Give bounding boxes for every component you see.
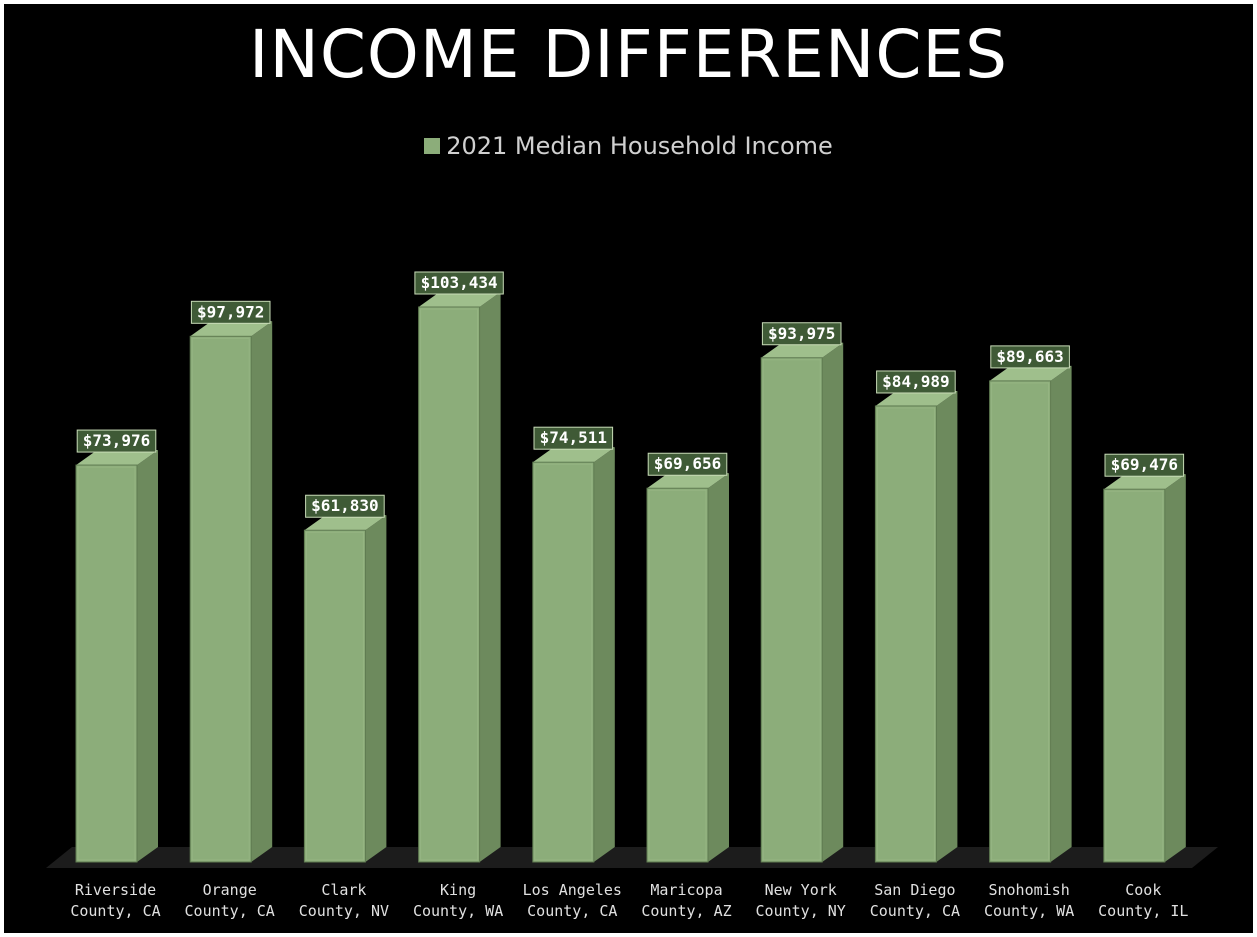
data-label-5: $69,656 bbox=[647, 452, 728, 476]
bar-side bbox=[822, 342, 844, 863]
data-label-box bbox=[1104, 453, 1185, 477]
data-label-6: $93,975 bbox=[761, 322, 842, 346]
data-label-text: $97,972 bbox=[197, 302, 264, 321]
data-label-box bbox=[414, 271, 504, 295]
bar-4 bbox=[532, 447, 615, 863]
data-label-box bbox=[761, 322, 842, 346]
legend-swatch bbox=[424, 138, 441, 154]
tick-label-6-1: County, NY bbox=[756, 902, 846, 920]
bar-top bbox=[418, 292, 501, 307]
bar-5 bbox=[646, 473, 729, 863]
legend: 2021 Median Household Income bbox=[0, 132, 1257, 160]
tick-label-7-0: San Diego bbox=[874, 881, 955, 899]
data-label-text: $93,975 bbox=[768, 324, 835, 343]
tick-label-6-0: New York bbox=[765, 881, 837, 899]
tick-label-3-0: King bbox=[440, 881, 476, 899]
tick-label-2-0: Clark bbox=[321, 881, 366, 899]
data-label-3: $103,434 bbox=[414, 271, 504, 295]
bar-front bbox=[1103, 488, 1166, 863]
bar-top bbox=[875, 390, 958, 406]
bar-3 bbox=[418, 292, 501, 863]
bar-front bbox=[303, 529, 366, 863]
bar-top bbox=[647, 473, 729, 489]
tick-label-1-1: County, CA bbox=[185, 902, 275, 920]
data-label-text: $69,656 bbox=[654, 454, 721, 473]
bar-top bbox=[1103, 474, 1186, 490]
tick-label-0-1: County, CA bbox=[70, 902, 160, 920]
bar-1 bbox=[189, 321, 273, 863]
data-label-box bbox=[647, 452, 728, 476]
bar-top bbox=[190, 321, 273, 337]
tick-label-9-1: County, IL bbox=[1098, 902, 1188, 920]
bar-top bbox=[304, 515, 387, 531]
bar-side bbox=[479, 292, 501, 862]
data-label-8: $89,663 bbox=[990, 345, 1070, 369]
bar-top bbox=[76, 450, 158, 466]
bar-8 bbox=[989, 365, 1072, 863]
data-label-text: $84,989 bbox=[882, 372, 949, 391]
bar-front bbox=[760, 357, 823, 863]
bar-side bbox=[365, 515, 387, 862]
data-label-box bbox=[990, 345, 1070, 369]
tick-label-4-0: Los Angeles bbox=[523, 881, 622, 899]
data-label-9: $69,476 bbox=[1104, 453, 1185, 477]
bar-9 bbox=[1103, 474, 1186, 863]
bar-side bbox=[1164, 474, 1186, 862]
bar-side bbox=[1050, 365, 1072, 862]
data-label-box bbox=[190, 300, 271, 324]
tick-label-8-1: County, WA bbox=[984, 902, 1074, 920]
bar-side bbox=[251, 321, 273, 862]
tick-label-3-1: County, WA bbox=[413, 902, 503, 920]
bar-top bbox=[761, 342, 844, 358]
data-label-text: $69,476 bbox=[1111, 455, 1178, 474]
data-label-text: $74,511 bbox=[540, 428, 607, 447]
tick-label-7-1: County, CA bbox=[870, 902, 960, 920]
tick-label-1-0: Orange bbox=[203, 881, 257, 899]
tick-label-5-0: Maricopa bbox=[650, 881, 722, 899]
bar-front bbox=[189, 335, 252, 863]
bar-front bbox=[418, 306, 481, 863]
data-label-text: $89,663 bbox=[996, 347, 1063, 366]
data-label-box bbox=[533, 426, 614, 450]
bar-front bbox=[874, 405, 937, 863]
bar-2 bbox=[303, 515, 387, 863]
bar-front bbox=[646, 487, 709, 863]
data-label-0: $73,976 bbox=[76, 429, 157, 453]
bar-side bbox=[708, 473, 729, 862]
chart-title: INCOME DIFFERENCES bbox=[248, 16, 1009, 93]
tick-label-2-1: County, NV bbox=[299, 902, 389, 920]
data-label-7: $84,989 bbox=[876, 370, 956, 394]
data-label-text: $61,830 bbox=[311, 496, 378, 515]
bar-0 bbox=[75, 450, 158, 863]
tick-label-4-1: County, CA bbox=[527, 902, 617, 920]
data-label-text: $103,434 bbox=[421, 273, 498, 292]
data-label-box bbox=[876, 370, 956, 394]
data-label-box bbox=[305, 494, 385, 518]
tick-label-5-1: County, AZ bbox=[641, 902, 731, 920]
data-label-1: $97,972 bbox=[190, 300, 271, 324]
data-label-box bbox=[76, 429, 157, 453]
data-label-4: $74,511 bbox=[533, 426, 614, 450]
data-label-2: $61,830 bbox=[305, 494, 385, 518]
bar-front bbox=[989, 380, 1052, 863]
bar-top bbox=[532, 447, 615, 463]
legend-label: 2021 Median Household Income bbox=[446, 132, 833, 160]
bar-side bbox=[936, 390, 958, 862]
bar-top bbox=[989, 365, 1072, 381]
tick-label-0-0: Riverside bbox=[75, 881, 156, 899]
bar-side bbox=[137, 450, 158, 862]
bar-6 bbox=[760, 342, 844, 863]
bar-side bbox=[593, 447, 615, 862]
data-label-text: $73,976 bbox=[83, 431, 150, 450]
bar-7 bbox=[874, 390, 958, 863]
tick-label-9-0: Cook bbox=[1125, 881, 1161, 899]
tick-label-8-0: Snohomish bbox=[988, 881, 1069, 899]
bar-front bbox=[532, 461, 595, 863]
bar-front bbox=[75, 464, 138, 863]
